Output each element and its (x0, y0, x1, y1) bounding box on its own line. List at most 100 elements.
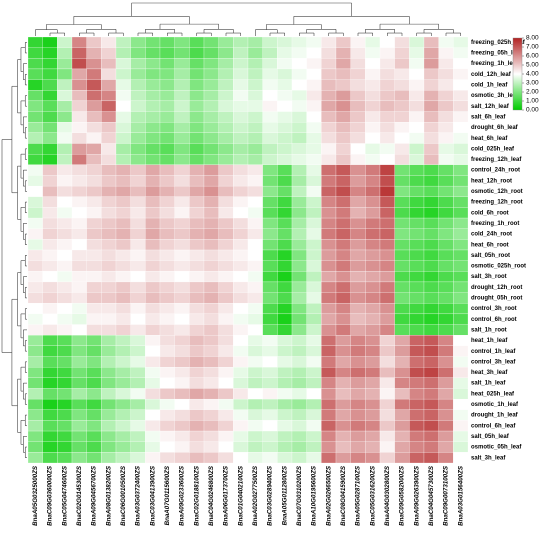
heatmap-cell (365, 36, 381, 48)
heatmap-cell (394, 420, 410, 432)
heatmap-cell (203, 281, 219, 293)
heatmap-cell (335, 68, 351, 80)
colorbar-label: 7.00 (526, 44, 539, 51)
heatmap-cell (321, 36, 337, 48)
heatmap-cell (115, 260, 131, 272)
heatmap-cell (101, 292, 117, 304)
heatmap-cell (365, 175, 381, 187)
heatmap-cell (247, 100, 263, 112)
heatmap-cell (247, 122, 263, 133)
heatmap-cell (350, 430, 366, 442)
column-label: BnaA05G0325000ZS (32, 465, 39, 526)
heatmap-cell (115, 409, 131, 421)
heatmap-cell (145, 260, 161, 272)
heatmap-cell (409, 420, 425, 432)
heatmap-cell (130, 154, 146, 165)
heatmap-cell (291, 58, 307, 70)
heatmap-cell (130, 36, 146, 48)
heatmap-cell (86, 249, 102, 261)
heatmap-cell (423, 143, 439, 155)
heatmap-cell (27, 430, 43, 442)
heatmap-cell (101, 271, 117, 283)
heatmap-cell (321, 420, 337, 432)
heatmap-cell (365, 58, 381, 70)
heatmap-cell (394, 47, 410, 59)
row-label: control_1h_leaf (471, 349, 516, 355)
heatmap-cell (218, 175, 234, 187)
heatmap-cell (394, 430, 410, 442)
colorbar-label: 3.00 (526, 80, 539, 87)
heatmap-cell (145, 377, 161, 389)
heatmap-cell (203, 47, 219, 59)
heatmap-cell (350, 335, 366, 346)
column-label: BnaA06G0173700ZS (223, 465, 230, 526)
heatmap-cell (233, 175, 249, 187)
heatmap-cell (335, 79, 351, 91)
heatmap-cell (365, 260, 381, 272)
heatmap-cell (189, 175, 205, 187)
heatmap-cell (159, 122, 175, 133)
heatmap-cell (306, 398, 322, 410)
heatmap-cell (42, 292, 58, 304)
heatmap-cell (438, 164, 454, 176)
heatmap-cell (189, 388, 205, 400)
heatmap-cell (335, 185, 351, 197)
heatmap-cell (453, 420, 469, 432)
heatmap-cell (203, 260, 219, 272)
heatmap-cell (57, 90, 73, 102)
heatmap-cell (57, 154, 73, 165)
heatmap-cell (409, 441, 425, 453)
heatmap-cell (365, 196, 381, 208)
heatmap-cell (291, 249, 307, 261)
heatmap-cell (247, 345, 263, 357)
heatmap-cell (247, 47, 263, 59)
heatmap-cell (86, 271, 102, 283)
heatmap-cell (247, 281, 263, 293)
heatmap-cell (86, 239, 102, 251)
heatmap-cell (262, 420, 278, 432)
heatmap-cell (453, 111, 469, 123)
heatmap-cell (321, 132, 337, 144)
heatmap-cell (409, 345, 425, 357)
heatmap-cell (203, 228, 219, 240)
heatmap-cell (115, 185, 131, 197)
heatmap-cell (438, 281, 454, 293)
heatmap-cell (409, 36, 425, 48)
heatmap-cell (291, 292, 307, 304)
heatmap-cell (233, 36, 249, 48)
row-label: control_24h_root (471, 168, 520, 174)
heatmap-cell (71, 111, 87, 123)
heatmap-cell (350, 68, 366, 80)
heatmap-cell (71, 398, 87, 410)
heatmap-cell (189, 430, 205, 442)
heatmap-cell (57, 345, 73, 357)
heatmap-cell (159, 175, 175, 187)
heatmap-cell (277, 441, 293, 453)
heatmap-cell (130, 356, 146, 368)
heatmap-cell (115, 441, 131, 453)
heatmap-cell (86, 100, 102, 112)
heatmap-cell (159, 345, 175, 357)
heatmap-cell (159, 217, 175, 229)
heatmap-cell (394, 398, 410, 410)
heatmap-cell (233, 196, 249, 208)
heatmap-cell (350, 217, 366, 229)
heatmap-cell (159, 164, 175, 176)
heatmap-cell (262, 281, 278, 293)
heatmap-cell (27, 271, 43, 283)
heatmap-cell (203, 217, 219, 229)
heatmap-cell (394, 367, 410, 378)
heatmap-cell (291, 388, 307, 400)
heatmap-cell (453, 68, 469, 80)
heatmap-cell (350, 260, 366, 272)
heatmap-cell (130, 281, 146, 293)
heatmap-cell (174, 441, 190, 453)
heatmap-cell (159, 228, 175, 240)
heatmap-cell (438, 90, 454, 102)
heatmap-cell (438, 388, 454, 400)
heatmap-cell (335, 367, 351, 378)
heatmap-cell (174, 47, 190, 59)
heatmap-cell (365, 154, 381, 165)
heatmap-cell (130, 271, 146, 283)
heatmap-cell (71, 196, 87, 208)
